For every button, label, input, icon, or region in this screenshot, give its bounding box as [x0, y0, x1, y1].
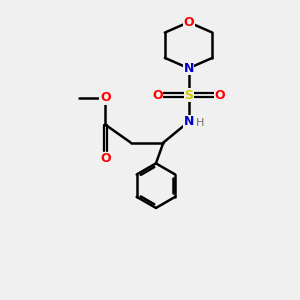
Text: N: N: [184, 62, 194, 75]
Text: O: O: [183, 16, 194, 29]
Text: H: H: [196, 118, 204, 128]
Text: O: O: [214, 88, 225, 101]
Text: N: N: [184, 115, 194, 128]
Text: O: O: [100, 92, 111, 104]
Text: O: O: [152, 88, 163, 101]
Text: O: O: [100, 152, 111, 165]
Text: S: S: [184, 88, 193, 101]
